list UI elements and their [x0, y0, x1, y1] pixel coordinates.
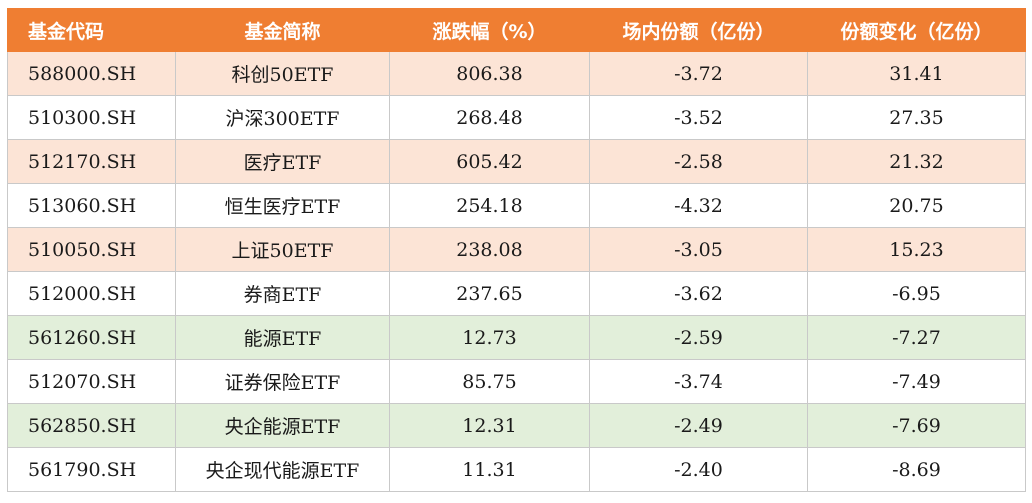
header-share-change: 份额变化（亿份）	[807, 8, 1026, 52]
change-pct-cell: 237.65	[389, 271, 590, 316]
change-pct-cell: 12.73	[389, 315, 590, 360]
share-change-cell: -8.69	[807, 447, 1026, 492]
table-body: 588000.SH 科创50ETF 806.38 -3.72 31.41 510…	[7, 51, 1026, 492]
fund-code-cell: 561260.SH	[7, 315, 176, 360]
table-row: 561260.SH 能源ETF 12.73 -2.59 -7.27	[7, 315, 1026, 360]
fund-name-cell: 央企能源ETF	[175, 403, 390, 448]
change-pct-cell: 254.18	[389, 183, 590, 228]
fund-code-cell: 588000.SH	[7, 51, 176, 96]
fund-name-cell: 券商ETF	[175, 271, 390, 316]
onfloor-shares-cell: -2.40	[589, 447, 808, 492]
change-pct-cell: 268.48	[389, 95, 590, 140]
onfloor-shares-cell: -3.62	[589, 271, 808, 316]
onfloor-shares-cell: -2.58	[589, 139, 808, 184]
header-row: 基金代码 基金简称 涨跌幅（%） 场内份额（亿份） 份额变化（亿份）	[7, 8, 1026, 52]
share-change-cell: 15.23	[807, 227, 1026, 272]
share-change-cell: 21.32	[807, 139, 1026, 184]
fund-code-cell: 513060.SH	[7, 183, 176, 228]
fund-name-cell: 沪深300ETF	[175, 95, 390, 140]
change-pct-cell: 85.75	[389, 359, 590, 404]
onfloor-shares-cell: -3.74	[589, 359, 808, 404]
fund-share-table: 基金代码 基金简称 涨跌幅（%） 场内份额（亿份） 份额变化（亿份） 58800…	[7, 8, 1026, 492]
fund-code-cell: 510050.SH	[7, 227, 176, 272]
fund-name-cell: 央企现代能源ETF	[175, 447, 390, 492]
header-onfloor-shares: 场内份额（亿份）	[589, 8, 808, 52]
share-change-cell: 27.35	[807, 95, 1026, 140]
table-header: 基金代码 基金简称 涨跌幅（%） 场内份额（亿份） 份额变化（亿份）	[7, 8, 1026, 52]
onfloor-shares-cell: -2.59	[589, 315, 808, 360]
table-row: 562850.SH 央企能源ETF 12.31 -2.49 -7.69	[7, 403, 1026, 448]
onfloor-shares-cell: -3.72	[589, 51, 808, 96]
share-change-cell: 31.41	[807, 51, 1026, 96]
fund-name-cell: 能源ETF	[175, 315, 390, 360]
fund-code-cell: 512070.SH	[7, 359, 176, 404]
share-change-cell: -7.27	[807, 315, 1026, 360]
table-row: 510300.SH 沪深300ETF 268.48 -3.52 27.35	[7, 95, 1026, 140]
share-change-cell: -7.69	[807, 403, 1026, 448]
table-row: 512000.SH 券商ETF 237.65 -3.62 -6.95	[7, 271, 1026, 316]
share-change-cell: -7.49	[807, 359, 1026, 404]
onfloor-shares-cell: -3.05	[589, 227, 808, 272]
table-row: 510050.SH 上证50ETF 238.08 -3.05 15.23	[7, 227, 1026, 272]
header-change-pct: 涨跌幅（%）	[389, 8, 590, 52]
fund-code-cell: 510300.SH	[7, 95, 176, 140]
change-pct-cell: 806.38	[389, 51, 590, 96]
table-row: 513060.SH 恒生医疗ETF 254.18 -4.32 20.75	[7, 183, 1026, 228]
header-fund-name: 基金简称	[175, 8, 390, 52]
change-pct-cell: 238.08	[389, 227, 590, 272]
change-pct-cell: 11.31	[389, 447, 590, 492]
onfloor-shares-cell: -2.49	[589, 403, 808, 448]
fund-code-cell: 512170.SH	[7, 139, 176, 184]
change-pct-cell: 605.42	[389, 139, 590, 184]
share-change-cell: 20.75	[807, 183, 1026, 228]
fund-code-cell: 562850.SH	[7, 403, 176, 448]
fund-name-cell: 上证50ETF	[175, 227, 390, 272]
fund-name-cell: 医疗ETF	[175, 139, 390, 184]
table-row: 561790.SH 央企现代能源ETF 11.31 -2.40 -8.69	[7, 447, 1026, 492]
onfloor-shares-cell: -3.52	[589, 95, 808, 140]
table-row: 512070.SH 证券保险ETF 85.75 -3.74 -7.49	[7, 359, 1026, 404]
table-row: 512170.SH 医疗ETF 605.42 -2.58 21.32	[7, 139, 1026, 184]
header-fund-code: 基金代码	[7, 8, 176, 52]
change-pct-cell: 12.31	[389, 403, 590, 448]
fund-code-cell: 561790.SH	[7, 447, 176, 492]
fund-name-cell: 证券保险ETF	[175, 359, 390, 404]
fund-name-cell: 恒生医疗ETF	[175, 183, 390, 228]
table-row: 588000.SH 科创50ETF 806.38 -3.72 31.41	[7, 51, 1026, 96]
onfloor-shares-cell: -4.32	[589, 183, 808, 228]
fund-code-cell: 512000.SH	[7, 271, 176, 316]
fund-name-cell: 科创50ETF	[175, 51, 390, 96]
share-change-cell: -6.95	[807, 271, 1026, 316]
